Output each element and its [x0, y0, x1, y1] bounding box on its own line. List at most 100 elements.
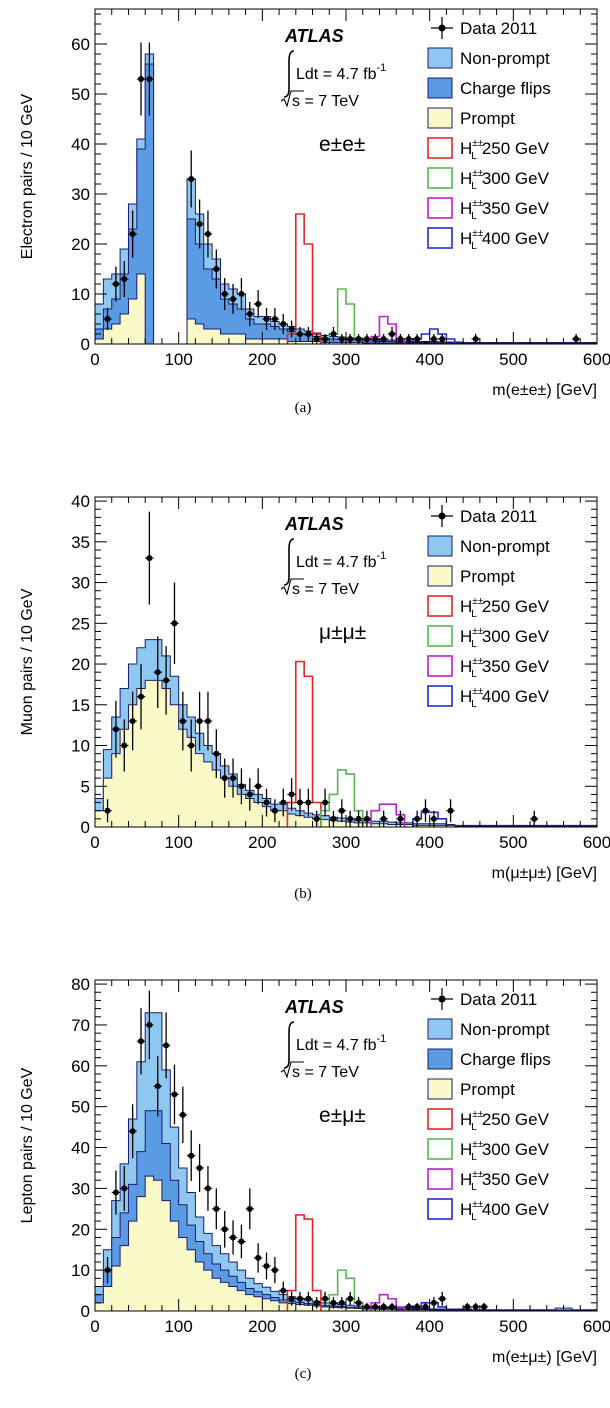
sqrt-sign [280, 90, 304, 108]
y-tick-label: 70 [71, 1016, 90, 1035]
data-point [389, 331, 396, 337]
data-point [146, 76, 153, 82]
legend-item-h-300-gev: H±± L 300 GeV [427, 625, 550, 650]
x-tick-label: 200 [248, 1317, 276, 1336]
data-point [104, 316, 111, 322]
legend-label-mass: 250 GeV [482, 597, 550, 616]
data-point [296, 799, 303, 806]
data-point [380, 336, 387, 342]
x-tick-label: 500 [499, 833, 527, 852]
x-tick-label: 600 [583, 833, 610, 852]
data-point [472, 336, 479, 342]
data-point [188, 742, 195, 749]
luminosity-exponent: -1 [377, 62, 387, 74]
legend-swatch [427, 77, 453, 99]
legend-item-prompt: Prompt [427, 565, 515, 587]
data-point [414, 336, 421, 342]
legend-label-mass: 350 GeV [482, 657, 550, 676]
data-point [363, 815, 370, 822]
legend-label: Prompt [460, 1080, 515, 1099]
data-point [230, 775, 237, 782]
legend-label-mass: 300 GeV [482, 1140, 550, 1159]
y-tick-label: 35 [71, 533, 90, 552]
y-tick-label: 50 [71, 85, 90, 104]
legend-swatch [427, 1108, 453, 1130]
legend-item-data-2011: Data 2011 [431, 988, 537, 1010]
legend-label-superscript: ±± [472, 1109, 483, 1120]
legend-swatch [427, 565, 453, 587]
x-tick-label: 0 [90, 1317, 99, 1336]
y-tick-label: 0 [81, 335, 90, 354]
data-point [280, 321, 287, 327]
data-point [347, 815, 354, 822]
legend-label-superscript: ±± [472, 1139, 483, 1150]
y-tick-label: 30 [71, 185, 90, 204]
x-tick-label: 400 [415, 1317, 443, 1336]
panel-a: 0 100 200 300 400 500 600 m(e±e±) [GeV] 0 10 20 30 4… [19, 8, 610, 416]
legend-label-subscript: L [471, 151, 477, 162]
legend-item-h-250-gev: H±± L 250 GeV [427, 137, 550, 162]
x-axis-label: m(e±e±) [GeV] [492, 382, 597, 399]
legend-item-non-prompt: Non-prompt [427, 1018, 550, 1040]
data-point [129, 718, 136, 725]
legend-label-mass: 400 GeV [482, 229, 550, 248]
plot-layer-b: 0 100 200 300 400 500 600 m(μ±μ±) [GeV] 0 5 10 15 20… [19, 492, 610, 882]
legend-swatch [427, 1168, 453, 1190]
data-point [430, 336, 437, 342]
data-point [422, 1303, 429, 1310]
legend-label-subscript: L [471, 1122, 477, 1133]
legend-item-h-300-gev: H±± L 300 GeV [427, 167, 550, 192]
data-point [305, 1295, 312, 1302]
data-point [196, 1164, 203, 1171]
data-point [188, 176, 195, 182]
y-tick-label: 20 [71, 655, 90, 674]
legend-swatch [427, 197, 453, 219]
signal-h-350 [370, 803, 406, 827]
data-point [347, 1295, 354, 1302]
atlas-label-b: ATLAS Ldt = 4.7 fb-1 s = 7 TeV μ±μ± [280, 514, 386, 644]
data-point [121, 742, 128, 749]
data-point [171, 1091, 178, 1098]
legend-label: H±± L 400 GeV [460, 686, 550, 710]
data-point [397, 336, 404, 342]
x-axis-b: 0 100 200 300 400 500 600 m(μ±μ±) [GeV] [90, 497, 610, 882]
legend-label: H±± L 250 GeV [460, 596, 550, 620]
y-axis-b: 0 5 10 15 20 25 30 35 40 Muon pairs / 10 GeV [19, 492, 597, 837]
legend-swatch [427, 1048, 453, 1070]
data-point [280, 1287, 287, 1294]
data-point [430, 815, 437, 822]
energy-label: s = 7 TeV [292, 581, 359, 598]
data-point [121, 1185, 128, 1192]
data-point [129, 1128, 136, 1135]
legend-data-marker [438, 24, 446, 32]
data-point [288, 791, 295, 798]
energy-label: s = 7 TeV [292, 93, 359, 110]
data-point [322, 336, 329, 342]
data-point [288, 1295, 295, 1302]
legend-item-h-400-gev: H±± L 400 GeV [427, 227, 550, 252]
data-point [430, 1299, 437, 1306]
integral-sign [283, 1021, 295, 1069]
legend-swatch [427, 1138, 453, 1160]
x-tick-label: 500 [499, 350, 527, 369]
data-point [221, 1226, 228, 1233]
data-point [305, 331, 312, 337]
x-tick-label: 0 [90, 833, 99, 852]
legend-data-marker [438, 512, 446, 520]
legend-label-mass: 350 GeV [482, 1170, 550, 1189]
legend-label-mass: 350 GeV [482, 199, 550, 218]
data-point [204, 718, 211, 725]
legend-label-subscript: L [471, 211, 477, 222]
data-point [338, 1299, 345, 1306]
data-point [246, 311, 253, 317]
data-point [481, 1303, 488, 1310]
legend-swatch [427, 655, 453, 677]
legend-label-mass: 250 GeV [482, 139, 550, 158]
legend-swatch [427, 167, 453, 189]
channel-label: e±e± [319, 133, 365, 156]
legend-label: Non-prompt [460, 49, 550, 68]
y-axis-label: Electron pairs / 10 GeV [19, 93, 36, 259]
x-tick-label: 100 [164, 833, 192, 852]
y-tick-label: 80 [71, 975, 90, 994]
y-tick-label: 10 [71, 737, 90, 756]
